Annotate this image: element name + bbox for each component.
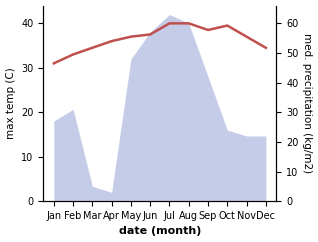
Y-axis label: max temp (C): max temp (C) (5, 68, 16, 139)
X-axis label: date (month): date (month) (119, 227, 201, 236)
Y-axis label: med. precipitation (kg/m2): med. precipitation (kg/m2) (302, 33, 313, 174)
